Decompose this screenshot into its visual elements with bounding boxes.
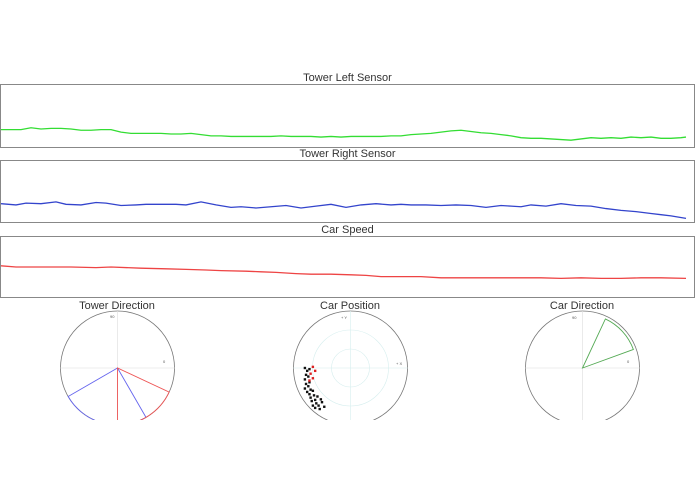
position-point [308,381,311,384]
tick-90-label: 90 [110,314,115,319]
data-line [1,265,687,280]
position-point [312,394,316,397]
car-direction-polar-chart: 90 0 [525,310,640,420]
car-position-title: Car Position [320,300,380,312]
position-point [304,382,308,386]
position-point [303,366,307,370]
position-point [311,389,315,392]
car-speed-chart [0,236,695,298]
position-point [317,404,320,407]
position-point [307,385,310,388]
data-line [1,201,687,219]
x-axis-label: + X [396,361,402,366]
wedge-blue [67,367,147,420]
tower-left-sensor-chart [0,84,695,148]
tower-direction-polar-chart: 90 0 [60,310,175,420]
tower-right-sensor-chart [0,160,695,223]
position-point [308,379,311,382]
position-point [309,388,312,391]
position-point [303,378,307,381]
wedge-red [117,367,170,420]
position-point [320,401,324,404]
position-point [307,375,310,378]
position-point [323,405,326,408]
position-point [308,367,311,371]
position-point [313,398,317,402]
position-point [311,404,315,407]
tower-direction-title: Tower Direction [79,300,155,312]
position-point [313,406,317,410]
position-point [315,402,318,405]
car-position-scatter-chart: + Y + X [293,310,408,420]
position-point [305,369,309,373]
tick-0-label: 0 [163,359,166,364]
position-point [309,396,312,399]
position-point [303,387,307,390]
tower-left-sensor-title: Tower Left Sensor [303,72,392,84]
position-point [304,373,308,377]
position-point [311,365,315,369]
tower-right-sensor-title: Tower Right Sensor [299,148,396,160]
car-speed-title: Car Speed [321,224,374,236]
tick-0-label: 0 [627,359,630,364]
tick-90-label: 90 [572,315,577,320]
position-point [310,399,313,403]
position-point [316,395,319,398]
position-point [319,398,323,401]
position-point [318,407,321,411]
car-direction-title: Car Direction [549,300,615,312]
position-point [308,393,311,396]
position-point [313,369,317,373]
wedge-green [581,318,634,369]
position-point [309,372,312,375]
data-line [1,127,687,141]
y-axis-label: + Y [341,315,347,320]
position-point [311,377,315,380]
position-point [305,390,309,394]
